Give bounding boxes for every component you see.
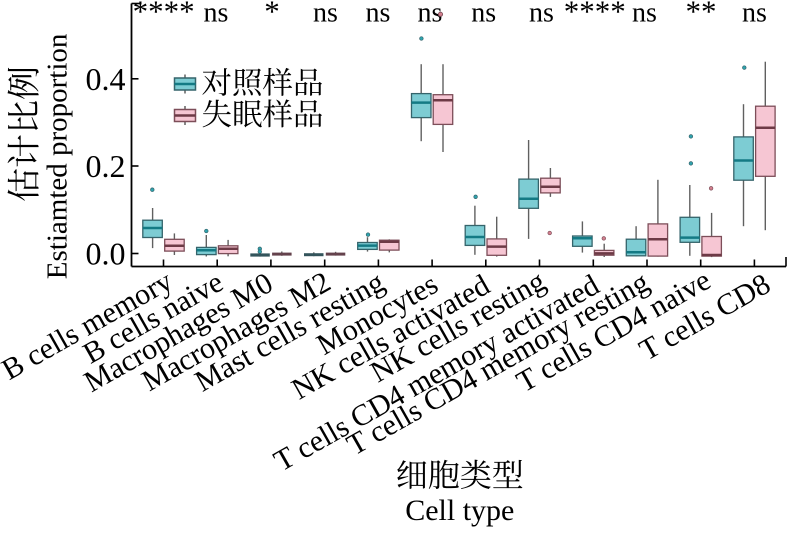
svg-text:Cell type: Cell type: [405, 494, 514, 527]
svg-text:ns: ns: [529, 0, 554, 29]
svg-text:Estiamted proportion: Estiamted proportion: [42, 33, 74, 279]
svg-text:ns: ns: [742, 0, 767, 29]
svg-text:****: ****: [133, 0, 195, 29]
svg-text:ns: ns: [204, 0, 229, 29]
svg-text:ns: ns: [366, 0, 391, 29]
svg-text:0.0: 0.0: [86, 236, 126, 272]
svg-text:****: ****: [564, 0, 626, 29]
svg-text:*: *: [264, 0, 280, 29]
svg-text:**: **: [686, 0, 717, 29]
svg-text:ns: ns: [471, 0, 496, 29]
svg-text:ns: ns: [632, 0, 657, 29]
svg-text:ns: ns: [313, 0, 338, 29]
svg-text:0.4: 0.4: [86, 61, 126, 97]
svg-text:0.2: 0.2: [86, 148, 126, 184]
